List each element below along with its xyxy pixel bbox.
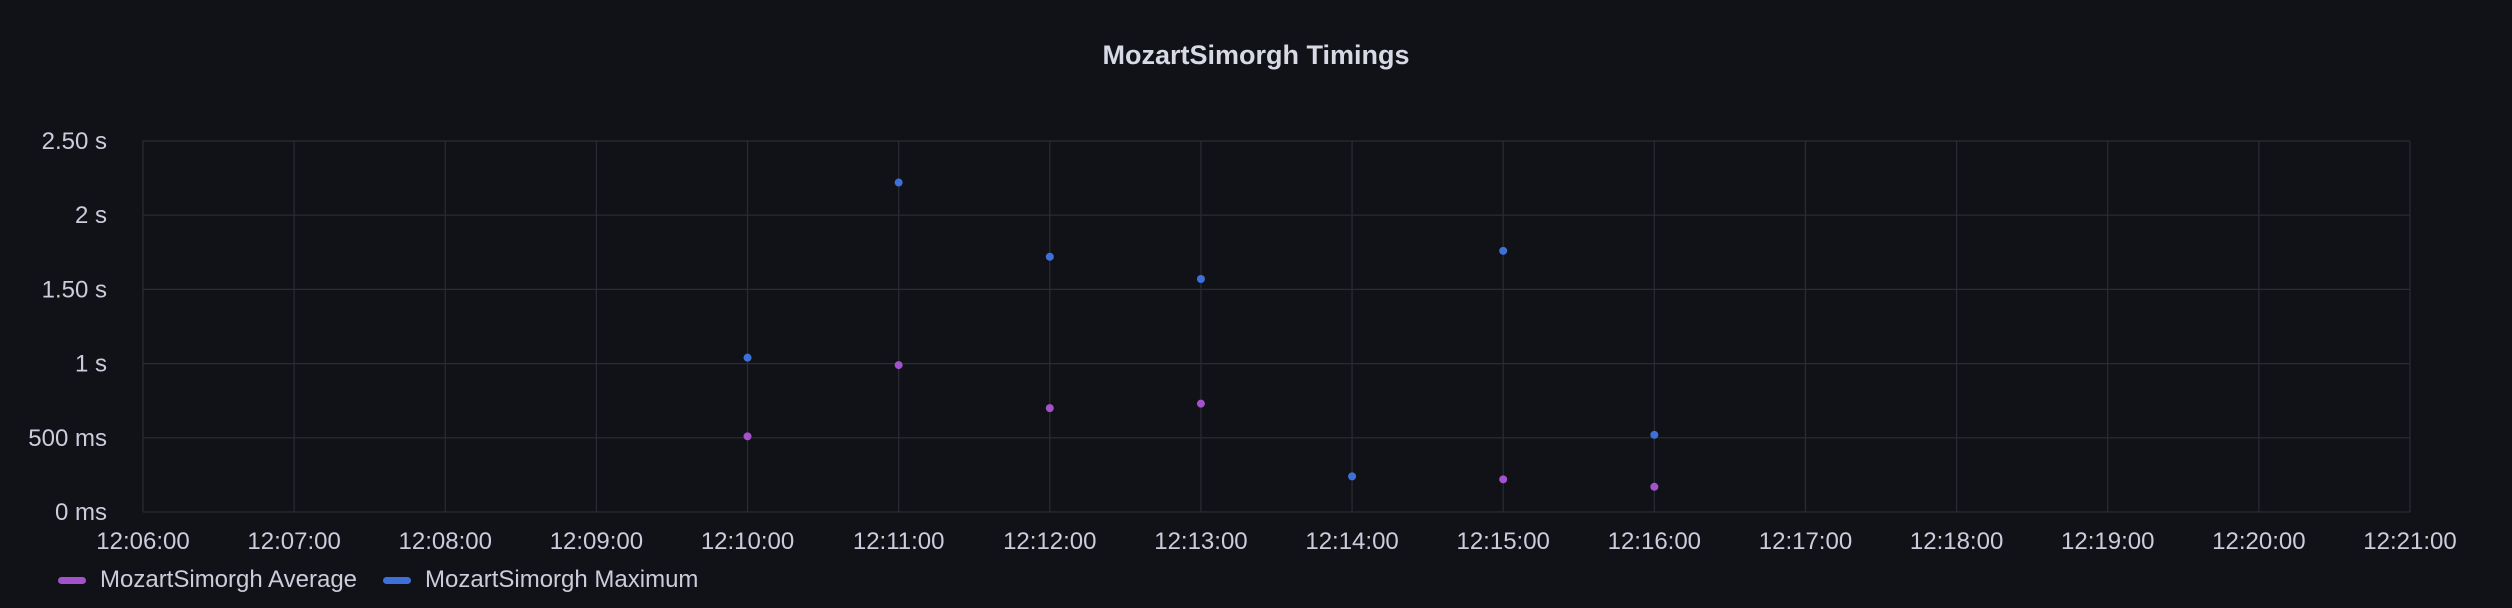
x-tick-label: 12:12:00 — [1003, 528, 1096, 555]
scatter-plot[interactable]: 0 ms 500 ms 1 s 1.50 s 2 s 2.50 s 12:06:00 12:0… — [0, 0, 2512, 560]
x-tick-label: 12:06:00 — [96, 528, 189, 555]
x-tick-label: 12:16:00 — [1608, 528, 1701, 555]
y-tick-label: 0 ms — [55, 499, 107, 526]
x-tick-label: 12:20:00 — [2212, 528, 2305, 555]
maximum-point[interactable] — [1045, 252, 1054, 261]
y-tick-label: 2 s — [75, 202, 107, 229]
x-tick-label: 12:10:00 — [701, 528, 794, 555]
x-tick-label: 12:21:00 — [2363, 528, 2456, 555]
maximum-point[interactable] — [894, 178, 903, 187]
average-point[interactable] — [894, 361, 903, 370]
legend-swatch — [383, 576, 412, 584]
average-point[interactable] — [1499, 475, 1508, 484]
legend-item-maximum[interactable]: MozartSimorgh Maximum — [383, 566, 698, 594]
maximum-point[interactable] — [1196, 275, 1205, 284]
x-tick-label: 12:14:00 — [1305, 528, 1398, 555]
chart-title: MozartSimorgh Timings — [1102, 40, 1410, 70]
x-tick-label: 12:09:00 — [550, 528, 643, 555]
average-point[interactable] — [1196, 399, 1205, 408]
legend: MozartSimorgh Average MozartSimorgh Maxim… — [58, 562, 698, 598]
x-tick-label: 12:11:00 — [853, 528, 945, 555]
legend-label: MozartSimorgh Maximum — [425, 566, 699, 593]
maximum-point[interactable] — [1499, 246, 1508, 255]
y-tick-label: 2.50 s — [42, 128, 107, 155]
y-tick-label: 1.50 s — [42, 276, 107, 303]
maximum-point[interactable] — [1650, 430, 1659, 439]
average-point[interactable] — [743, 432, 752, 441]
x-tick-label: 12:18:00 — [1910, 528, 2003, 555]
average-point[interactable] — [1650, 482, 1659, 491]
legend-swatch — [58, 576, 86, 584]
x-tick-label: 12:15:00 — [1456, 528, 1549, 555]
x-tick-label: 12:17:00 — [1759, 528, 1852, 555]
x-tick-label: 12:13:00 — [1154, 528, 1247, 555]
maximum-point[interactable] — [1348, 472, 1357, 481]
x-tick-label: 12:08:00 — [399, 528, 492, 555]
legend-label: MozartSimorgh Average — [100, 566, 358, 593]
legend-item-average[interactable]: MozartSimorgh Average — [58, 566, 357, 594]
x-tick-label: 12:07:00 — [247, 528, 340, 555]
maximum-point[interactable] — [743, 353, 752, 362]
average-point[interactable] — [1045, 404, 1054, 413]
y-tick-label: 1 s — [75, 351, 107, 378]
y-tick-label: 500 ms — [28, 425, 107, 452]
x-tick-label: 12:19:00 — [2061, 528, 2154, 555]
